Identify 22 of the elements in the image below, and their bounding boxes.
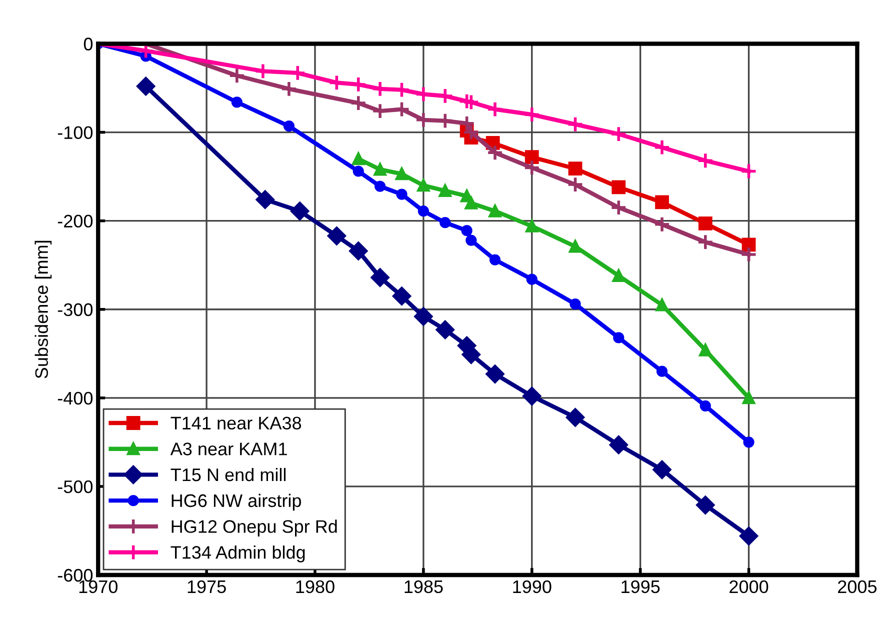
legend-label: A3 near KAM1 [170,442,287,456]
y-tick-label: -400 [58,392,93,405]
legend-label: HG12 Onepu Spr Rd [172,520,337,536]
y-tick-label: 0 [84,38,93,50]
x-tick-label: 2000 [730,580,768,594]
x-tick-label: 1995 [622,580,660,594]
y-axis-title: Subsidence [mm] [34,240,52,378]
x-tick-label: 1980 [296,580,334,594]
y-tick-label: -500 [58,480,93,494]
x-tick-label: 2005 [838,580,877,594]
y-tick-label: -300 [58,303,93,316]
x-tick-label: 1975 [188,580,226,594]
y-tick-label: -600 [58,568,93,582]
legend-label: T134 Admin bldg [170,546,305,562]
legend-label: T141 near KA38 [170,416,302,430]
x-tick-label: 1990 [513,580,552,594]
x-tick-label: 1985 [404,580,443,594]
legend-label: T15 N end mill [170,468,286,482]
legend-label: HG6 NW airstrip [172,494,301,511]
y-tick-label: -100 [58,126,93,140]
y-tick-label: -200 [58,214,93,228]
x-tick-label: 1970 [79,580,118,594]
